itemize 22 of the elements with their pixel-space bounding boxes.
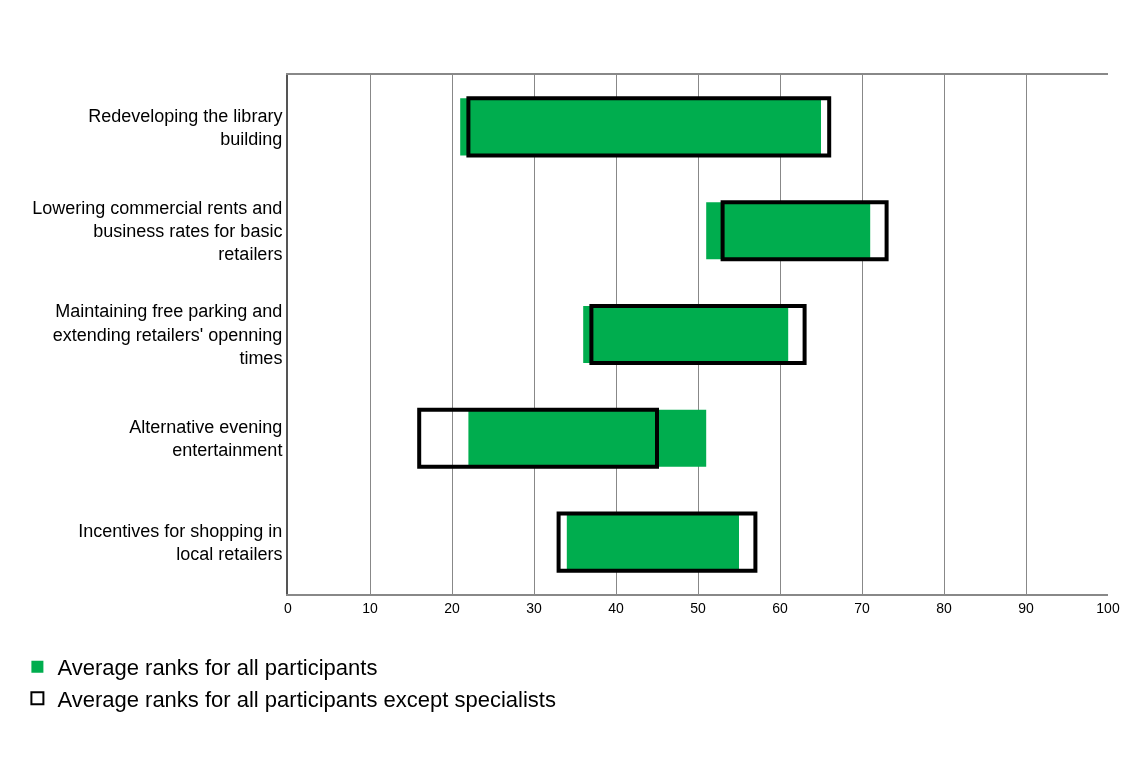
legend-label: Average ranks for all participants except specialists: [57, 686, 556, 712]
x-tick-label: 70: [854, 599, 870, 616]
bar: [583, 305, 789, 364]
x-tick-label: 10: [362, 599, 378, 616]
x-tick-label: 90: [1018, 599, 1034, 616]
bar: [566, 513, 739, 571]
legend-label: Average ranks for all participants: [57, 655, 378, 681]
y-tick-label: Incentives for shopping in local retailers: [78, 520, 283, 565]
y-tick-label: Redeveloping the library building: [88, 105, 283, 149]
x-tick-label: 80: [936, 599, 952, 616]
x-tick-label: 20: [444, 599, 460, 616]
x-tick-label: 50: [690, 599, 706, 616]
x-tick-label: 0: [284, 599, 293, 616]
x-tick-label: 40: [608, 599, 624, 616]
x-tick-label: 100: [1096, 599, 1120, 616]
y-tick-label: Lowering commercial rents and business rates for basic retailers: [32, 197, 283, 265]
x-tick-label: 60: [772, 599, 788, 616]
bar: [706, 202, 871, 260]
y-tick-label: Maintaining free parking and extending retailers' openning times: [52, 301, 283, 369]
y-tick-label: Alternative evening entertainment: [129, 416, 283, 461]
x-tick-label: 30: [526, 599, 542, 616]
bar: [468, 409, 707, 467]
